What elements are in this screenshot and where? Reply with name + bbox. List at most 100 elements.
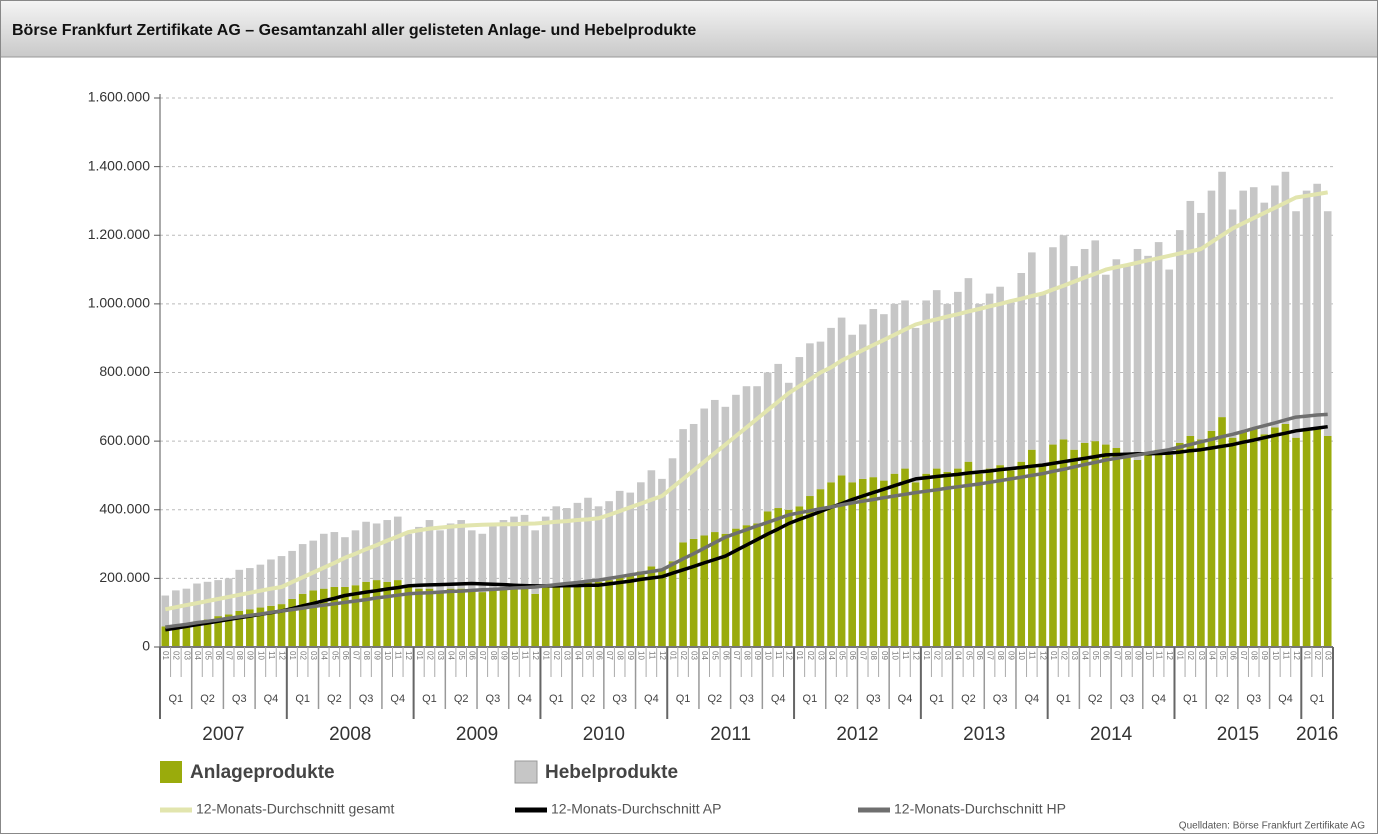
month-label: 02 [679,651,688,660]
month-label: 08 [235,651,244,660]
month-label: 06 [594,651,603,660]
bar [1175,230,1184,443]
month-label: 07 [1112,651,1121,660]
bar [372,580,381,647]
bar [351,585,360,647]
bar [1313,183,1321,428]
month-label: 09 [1133,651,1142,660]
bar [605,501,613,581]
bar [605,580,613,647]
bar [869,309,878,478]
bar [541,586,550,647]
bar [1281,171,1290,424]
bar [1207,190,1216,431]
bar [436,530,444,593]
bar [1228,209,1237,438]
month-label: 12 [658,651,667,660]
bar [393,516,402,581]
month-label: 04 [827,651,836,660]
month-label: 08 [489,651,498,660]
bar [1028,449,1036,647]
bar [1091,240,1100,442]
y-tick-label: 200.000 [99,569,150,585]
month-label: 01 [415,651,424,660]
bar [1302,190,1311,431]
month-label: 12 [1292,651,1301,660]
avg-line [164,190,1329,612]
bar [774,363,783,509]
bar [1123,266,1131,455]
bar [700,408,709,536]
bar [784,382,793,510]
bar [880,314,888,481]
bar [182,622,191,647]
bar [520,514,529,587]
y-tick-label: 1.000.000 [88,295,150,311]
month-label: 03 [563,651,572,660]
bar [489,523,497,591]
bar [774,508,783,647]
bar [806,343,814,497]
month-label: 11 [520,651,529,660]
bar [975,473,983,647]
bar [954,468,962,647]
quarter-label: Q2 [454,693,469,705]
bar [816,489,825,647]
bar [1070,449,1078,647]
bar [446,588,455,647]
bar [584,580,592,647]
bar [742,525,751,647]
bar [499,520,508,589]
month-label: 10 [256,651,265,660]
bar [985,468,994,647]
month-label: 06 [1228,651,1237,660]
month-label: 11 [647,651,656,660]
month-label: 01 [542,651,551,660]
bar [478,533,487,593]
quarter-label: Q4 [1151,693,1166,705]
year-label: 2011 [710,724,751,745]
bar [1165,454,1174,647]
bar [1197,212,1205,440]
quarter-label: Q4 [898,693,913,705]
month-label: 10 [1017,651,1026,660]
bar [1260,434,1269,647]
month-label: 01 [1049,651,1058,660]
month-label: 08 [1123,651,1132,660]
bar [869,477,878,647]
month-label: 03 [182,651,191,660]
bar [668,561,677,647]
bar [330,586,339,647]
bar [1059,439,1068,647]
month-label: 12 [785,651,794,660]
bar [1271,427,1279,647]
bar [922,473,930,647]
quarter-label: Q1 [676,693,691,705]
bar [520,586,529,647]
legend-label: 12-Monats-Durchschnitt AP [551,801,721,817]
month-label: 07 [859,651,868,660]
bar [816,341,825,490]
quarter-label: Q4 [264,693,279,705]
month-label: 11 [901,651,910,660]
bar [288,550,296,599]
bar [457,520,465,589]
bar [679,429,687,543]
y-tick-label: 0 [142,638,150,654]
month-label: 04 [700,651,709,660]
bar [489,590,497,647]
bar [848,334,856,483]
bar [837,475,846,647]
bar [1070,266,1078,450]
bar [298,593,307,647]
month-label: 02 [1313,651,1322,660]
legend-label: 12-Monats-Durchschnitt HP [894,801,1066,817]
bar [584,497,592,581]
bar [1165,269,1174,455]
bar [267,605,275,647]
bar [615,576,624,647]
bar [1197,439,1205,647]
bar [277,556,286,605]
bar [901,468,909,647]
